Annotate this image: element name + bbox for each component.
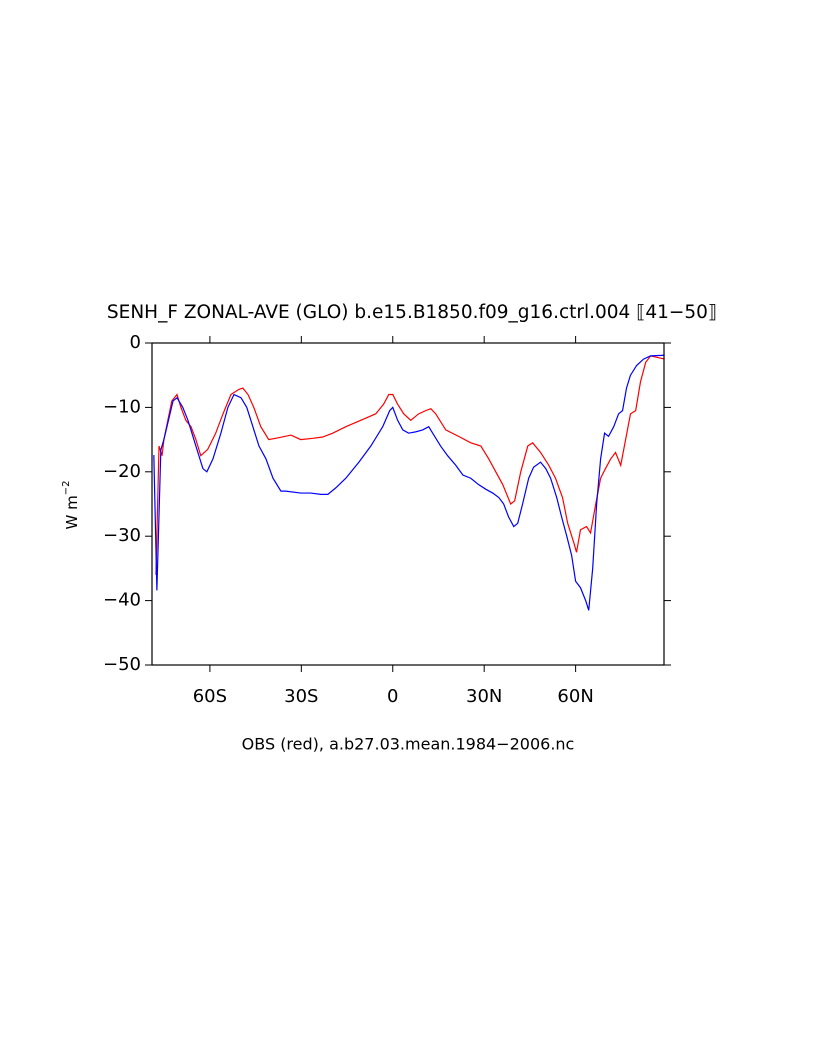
x-tick-label: 0 xyxy=(387,686,398,707)
y-tick-label: −30 xyxy=(103,525,141,546)
y-tick-label: 0 xyxy=(130,332,141,353)
y-axis-label-sup: −2 xyxy=(61,481,72,496)
x-tick-label: 30N xyxy=(466,686,502,707)
y-tick-label: −50 xyxy=(103,654,141,675)
series-line xyxy=(153,354,665,611)
plot-frame xyxy=(151,342,665,666)
x-tick-label: 60N xyxy=(557,686,593,707)
x-tick-label: 30S xyxy=(284,686,318,707)
y-tick-label: −10 xyxy=(103,396,141,417)
y-tick-label: −40 xyxy=(103,590,141,611)
series-line xyxy=(155,355,665,575)
y-axis-label-text: W m xyxy=(63,495,81,529)
x-tick-label: 60S xyxy=(193,686,227,707)
chart-subtitle: OBS (red), a.b27.03.mean.1984−2006.nc xyxy=(242,735,575,754)
y-axis-label: W m−2 xyxy=(61,481,81,530)
y-tick-label: −20 xyxy=(103,461,141,482)
chart-title: SENH_F ZONAL-AVE (GLO) b.e15.B1850.f09_g… xyxy=(107,302,717,323)
